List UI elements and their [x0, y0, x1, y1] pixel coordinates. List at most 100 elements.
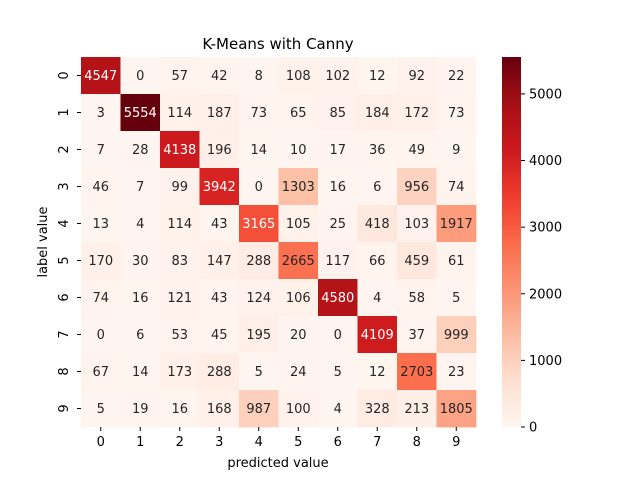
cell-value-label: 5	[452, 291, 460, 306]
heatmap-cell	[318, 168, 358, 206]
heatmap-cell	[81, 279, 121, 317]
cell-value-label: 14	[250, 143, 267, 158]
heatmap-cell	[239, 205, 279, 243]
cell-value-label: 43	[211, 291, 228, 306]
cell-value-label: 4	[136, 217, 144, 232]
cell-value-label: 117	[325, 254, 350, 269]
cell-value-label: 288	[246, 254, 271, 269]
colorbar-tick-label: 2000	[529, 287, 562, 302]
cell-value-label: 12	[369, 365, 386, 380]
heatmap-cell	[81, 316, 121, 354]
cell-value-label: 58	[408, 291, 425, 306]
heatmap-cell	[81, 390, 121, 428]
heatmap-cell	[120, 353, 161, 391]
cell-value-label: 100	[286, 402, 311, 417]
y-tick-label: 9	[57, 404, 72, 412]
colorbar-tick-label: 0	[529, 421, 537, 436]
cell-value-label: 22	[448, 69, 465, 84]
cell-value-label: 1917	[440, 217, 473, 232]
x-tick-label: 0	[97, 435, 105, 450]
heatmap-cell	[357, 131, 398, 169]
heatmap-cell	[318, 279, 358, 317]
heatmap-cell	[239, 316, 279, 354]
cell-value-label: 4109	[361, 328, 394, 343]
y-tick-label: 2	[57, 145, 72, 153]
cell-value-label: 5	[334, 365, 342, 380]
heatmap-cell	[318, 353, 358, 391]
cell-value-label: 114	[167, 106, 192, 121]
heatmap-cell	[199, 316, 240, 354]
cell-value-label: 187	[207, 106, 232, 121]
heatmap-cell	[278, 57, 319, 95]
heatmap-cell	[397, 316, 437, 354]
cell-value-label: 7	[97, 143, 105, 158]
cell-value-label: 0	[255, 180, 263, 195]
chart-title: K-Means with Canny	[202, 35, 353, 53]
heatmap-cell	[120, 390, 161, 428]
cell-value-label: 14	[132, 365, 149, 380]
heatmap-cells: 4547 0 57 42 8 108 102 12 92 223 5554 114 187 73 65 85 1…	[81, 57, 477, 428]
cell-value-label: 1805	[440, 402, 473, 417]
heatmap-cell	[120, 57, 161, 95]
heatmap-cell	[81, 57, 121, 95]
heatmap-cell	[239, 57, 279, 95]
heatmap-cell	[318, 57, 358, 95]
cell-value-label: 956	[404, 180, 429, 195]
cell-value-label: 46	[92, 180, 109, 195]
colorbar-tick-label: 3000	[529, 221, 562, 236]
heatmap-cell	[120, 131, 161, 169]
heatmap-cell	[278, 131, 319, 169]
cell-value-label: 49	[408, 143, 425, 158]
heatmap-cell	[199, 205, 240, 243]
cell-value-label: 65	[290, 106, 307, 121]
x-tick-label: 8	[413, 435, 421, 450]
cell-value-label: 114	[167, 217, 192, 232]
cell-value-label: 5	[97, 402, 105, 417]
heatmap-cell	[199, 242, 240, 280]
heatmap-cell	[357, 168, 398, 206]
cell-value-label: 195	[246, 328, 271, 343]
heatmap-cell	[239, 279, 279, 317]
x-axis-label: predicted value	[227, 456, 328, 471]
heatmap-cell	[436, 353, 477, 391]
cell-value-label: 16	[329, 180, 346, 195]
cell-value-label: 987	[246, 402, 271, 417]
heatmap-cell	[436, 57, 477, 95]
cell-value-label: 4	[334, 402, 342, 417]
cell-value-label: 12	[369, 69, 386, 84]
colorbar-tick-label: 1000	[529, 354, 562, 369]
heatmap-cell	[81, 168, 121, 206]
heatmap-cell	[160, 168, 200, 206]
cell-value-label: 24	[290, 365, 307, 380]
heatmap-cell	[397, 57, 437, 95]
cell-value-label: 213	[404, 402, 429, 417]
heatmap-cell	[397, 168, 437, 206]
cell-value-label: 28	[132, 143, 149, 158]
heatmap-cell	[160, 390, 200, 428]
cell-value-label: 184	[365, 106, 390, 121]
cell-value-label: 99	[171, 180, 188, 195]
cell-value-label: 328	[365, 402, 390, 417]
heatmap-cell	[160, 131, 200, 169]
heatmap-cell	[199, 168, 240, 206]
heatmap-cell	[160, 242, 200, 280]
cell-value-label: 23	[448, 365, 465, 380]
cell-value-label: 418	[365, 217, 390, 232]
heatmap-cell	[239, 390, 279, 428]
heatmap-cell	[278, 94, 319, 132]
heatmap-cell	[81, 242, 121, 280]
x-tick-label: 6	[334, 435, 342, 450]
cell-value-label: 20	[290, 328, 307, 343]
cell-value-label: 2703	[400, 365, 433, 380]
cell-value-label: 2665	[282, 254, 315, 269]
heatmap-cell	[357, 316, 398, 354]
cell-value-label: 43	[211, 217, 228, 232]
x-tick-label: 5	[294, 435, 302, 450]
cell-value-label: 17	[329, 143, 346, 158]
cell-value-label: 61	[448, 254, 465, 269]
cell-value-label: 147	[207, 254, 232, 269]
cell-value-label: 66	[369, 254, 386, 269]
heatmap-cell	[160, 353, 200, 391]
heatmap-cell	[81, 353, 121, 391]
